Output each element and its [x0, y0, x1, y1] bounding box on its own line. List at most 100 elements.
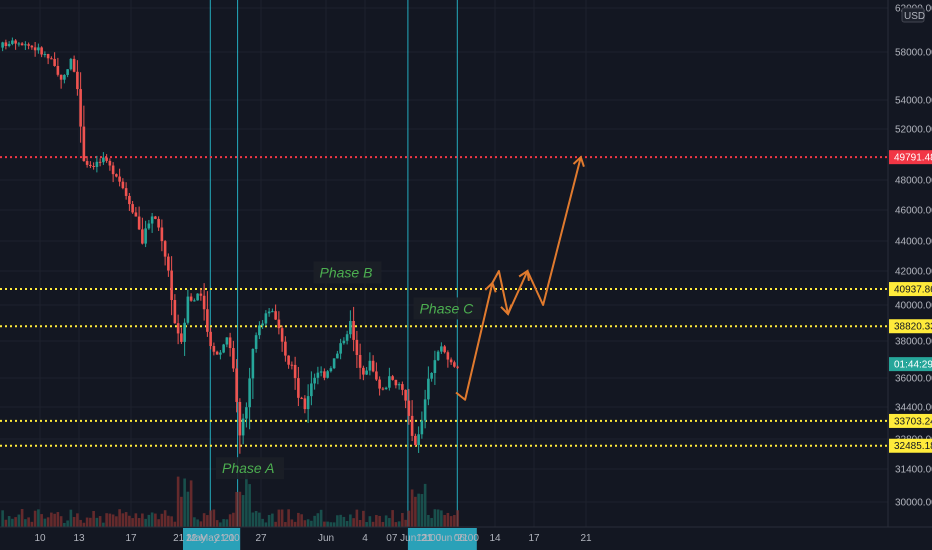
- volume-bar: [228, 514, 232, 527]
- y-tick-label: 54000.00: [895, 96, 932, 107]
- x-highlight-label: 22 May '21: [186, 533, 235, 544]
- candle-body: [355, 339, 359, 355]
- candle-body: [186, 296, 190, 323]
- volume-bar: [215, 520, 219, 527]
- candle-body: [180, 333, 183, 342]
- y-tick-label: 46000.00: [895, 206, 932, 217]
- volume-bar: [167, 515, 170, 527]
- candle-body: [349, 320, 352, 335]
- phase-label: Phase C: [420, 300, 475, 316]
- candle-body: [332, 358, 336, 369]
- volume-bar: [163, 510, 167, 527]
- candle-body: [274, 311, 277, 320]
- candle-body: [82, 126, 86, 162]
- candle-body: [407, 400, 411, 416]
- candle-body: [225, 337, 229, 345]
- volume-bar: [82, 522, 86, 527]
- volume-bar: [206, 515, 209, 527]
- y-tick-label: 34400.00: [895, 403, 932, 414]
- volume-bar: [391, 510, 394, 527]
- price-tag: [889, 438, 932, 453]
- x-tick-label: 17: [528, 533, 540, 544]
- volume-bar: [189, 480, 193, 527]
- x-highlight-label: 12:00: [416, 533, 441, 544]
- volume-bar: [300, 514, 303, 527]
- volume-bar: [212, 509, 216, 527]
- volume-bar: [414, 496, 417, 527]
- candle-body: [137, 216, 141, 230]
- price-tag: [889, 357, 932, 372]
- volume-bar: [284, 522, 287, 527]
- candle-body: [215, 351, 219, 355]
- volume-bar: [433, 509, 437, 527]
- candle-body: [449, 359, 453, 363]
- candle-body: [37, 47, 40, 51]
- candle-body: [144, 228, 147, 244]
- candle-body: [316, 372, 320, 378]
- volume-bar: [410, 489, 414, 527]
- candle-body: [277, 319, 281, 329]
- volume-bar: [27, 517, 30, 527]
- x-tick-label: 17: [125, 533, 137, 544]
- price-tag: [889, 413, 932, 428]
- candle-body: [111, 165, 115, 175]
- candle-body: [141, 229, 144, 244]
- volume-bar: [238, 491, 242, 527]
- volume-bar: [368, 516, 372, 527]
- phase-label-bg: [216, 457, 284, 480]
- candle-body: [384, 387, 388, 390]
- volume-bar: [193, 517, 196, 527]
- volume-bar: [443, 515, 446, 527]
- volume-bar: [137, 518, 141, 527]
- y-tick-label: 48000.00: [895, 176, 932, 187]
- volume-bar: [303, 520, 307, 527]
- x-tick-label: 13: [73, 533, 85, 544]
- price-tag-label: 49791.48: [894, 153, 932, 164]
- candle-body: [427, 378, 430, 400]
- candle-body: [235, 368, 238, 402]
- candle-body: [20, 43, 24, 46]
- y-tick-label: 52000.00: [895, 125, 932, 136]
- volume-bar: [277, 509, 281, 527]
- volume-bar: [241, 495, 245, 527]
- volume-bar: [225, 519, 229, 527]
- volume-bar: [7, 516, 11, 527]
- candle-body: [323, 371, 326, 378]
- price-tag-label: 38820.33: [894, 322, 932, 333]
- candle-body: [232, 348, 235, 369]
- candle-body: [329, 368, 333, 372]
- candle-body: [313, 377, 316, 384]
- x-highlight-label: 21:00: [215, 533, 240, 544]
- volume-bar: [102, 522, 105, 527]
- volume-bar: [271, 513, 274, 527]
- y-axis[interactable]: 30000.0031400.0032800.0034400.0036000.00…: [887, 0, 932, 550]
- volume-bar: [430, 517, 433, 527]
- candle-body: [397, 384, 401, 386]
- vertical-marker-lines: [209, 0, 458, 527]
- currency-label: USD: [904, 11, 925, 22]
- volume-bar: [160, 513, 164, 527]
- candle-body: [430, 372, 433, 379]
- candle-body: [394, 379, 398, 386]
- candle-body: [79, 89, 82, 127]
- volume-bar: [280, 509, 284, 527]
- candle-body: [183, 322, 186, 342]
- candle-body: [414, 435, 417, 445]
- x-highlight-label: 06:00: [454, 533, 479, 544]
- x-highlight-label: 07 Jun '21: [386, 533, 432, 544]
- candle-body: [85, 161, 89, 165]
- candle-body: [56, 65, 60, 75]
- candle-body: [115, 174, 118, 177]
- volume-bar: [11, 518, 14, 527]
- volume-bar: [254, 511, 258, 527]
- candle-body: [381, 388, 385, 390]
- volume-bar: [92, 511, 95, 527]
- volume-bar: [274, 521, 277, 527]
- volume-bar: [43, 518, 47, 527]
- candle-body: [76, 71, 79, 90]
- candle-body: [410, 415, 414, 436]
- volume-bar: [121, 513, 125, 527]
